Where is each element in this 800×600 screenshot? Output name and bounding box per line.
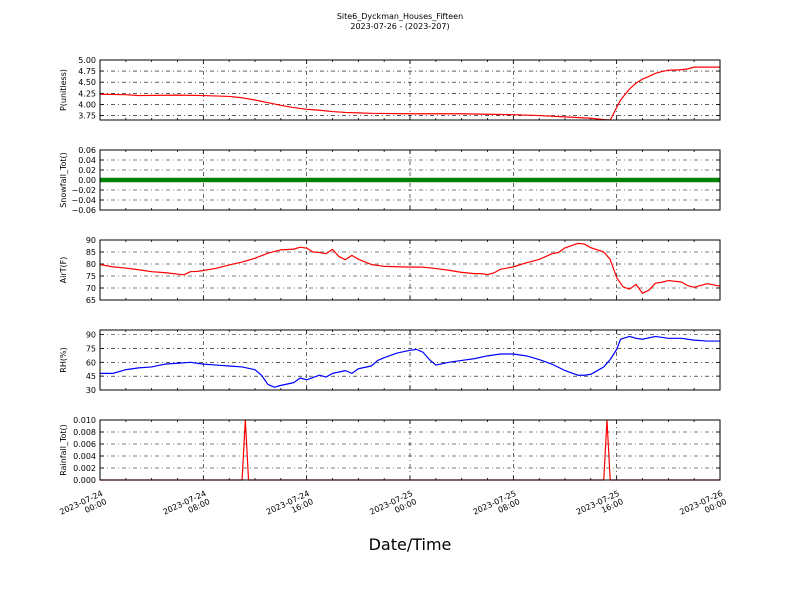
panel-3-frame [99, 329, 721, 391]
x-axis-label: Date/Time [369, 535, 452, 554]
panel-3-ytick-label-1: 45 [86, 372, 96, 381]
panel-2-ytick-label-1: 70 [86, 284, 96, 293]
panel-4-frame [99, 419, 721, 481]
x-tick-label-5: 2023-07-2516:00 [575, 489, 625, 525]
panel-4-ytick-label-2: 0.004 [73, 452, 96, 461]
panel-2-series-line [99, 242, 721, 294]
x-tick-label-6: 2023-07-2600:00 [678, 489, 728, 525]
panel-0-ylabel: P(unitless) [59, 69, 68, 111]
panel-1-ytick-label-2: −0.02 [71, 186, 96, 195]
panel-0-ytick-label-0: 3.75 [78, 112, 96, 121]
panel-2-frame [99, 239, 721, 301]
x-tick-label-3: 2023-07-2500:00 [368, 489, 418, 525]
panel-4-ytick-label-0: 0.000 [73, 476, 96, 485]
panel-4-ytick-label-5: 0.010 [73, 416, 96, 425]
panel-3-ylabel: RH(%) [59, 347, 68, 372]
panel-4-ytick-label-1: 0.002 [73, 464, 96, 473]
panel-2-ytick-label-2: 75 [86, 272, 96, 281]
x-tick-label-4: 2023-07-2508:00 [472, 489, 522, 525]
panel-1-ytick-label-4: 0.02 [78, 166, 96, 175]
panel-1-ylabel: Snowfall_Tot() [59, 152, 68, 208]
panel-2-ytick-label-3: 80 [86, 260, 96, 269]
chart-subtitle: 2023-07-26 - (2023-207) [350, 22, 449, 31]
panel-4-ytick-label-3: 0.006 [73, 440, 96, 449]
panel-1-ytick-label-3: 0.00 [78, 176, 96, 185]
panel-2-ytick-label-5: 90 [86, 236, 96, 245]
panel-1-frame [99, 149, 721, 211]
panel-1-ytick-label-0: −0.06 [71, 206, 96, 215]
panel-3-ytick-label-2: 60 [86, 358, 96, 367]
panel-1-ytick-label-5: 0.04 [78, 156, 96, 165]
panel-3-ytick-label-0: 30 [86, 386, 96, 395]
panel-2-ytick-label-0: 65 [86, 296, 96, 305]
panel-0-ytick-label-1: 4.00 [78, 100, 96, 109]
chart-title: Site6_Dyckman_Houses_Fifteen [337, 12, 463, 21]
panel-4-ylabel: Rainfall_Tot() [59, 424, 68, 476]
panel-4-ytick-label-4: 0.008 [73, 428, 96, 437]
x-tick-label-1: 2023-07-2408:00 [162, 489, 212, 525]
panel-2-ytick-label-4: 85 [86, 248, 96, 257]
panel-0-frame [99, 59, 721, 121]
panel-0-ytick-label-2: 4.25 [78, 89, 96, 98]
panel-0-ytick-label-5: 5.00 [78, 56, 96, 65]
x-tick-label-2: 2023-07-2416:00 [265, 489, 315, 525]
panel-2-ylabel: AirT(F) [59, 257, 68, 284]
panel-0-ytick-label-4: 4.75 [78, 67, 96, 76]
panel-0-series-line [99, 66, 720, 121]
panel-3-ytick-label-4: 90 [86, 331, 96, 340]
x-tick-label-0: 2023-07-2400:00 [58, 489, 108, 525]
panel-3-ytick-label-3: 75 [86, 344, 96, 353]
panel-1-ytick-label-6: 0.06 [78, 146, 96, 155]
panel-0-ytick-label-3: 4.50 [78, 78, 96, 87]
panel-3-series-line [100, 335, 720, 388]
panel-1-ytick-label-1: −0.04 [71, 196, 96, 205]
